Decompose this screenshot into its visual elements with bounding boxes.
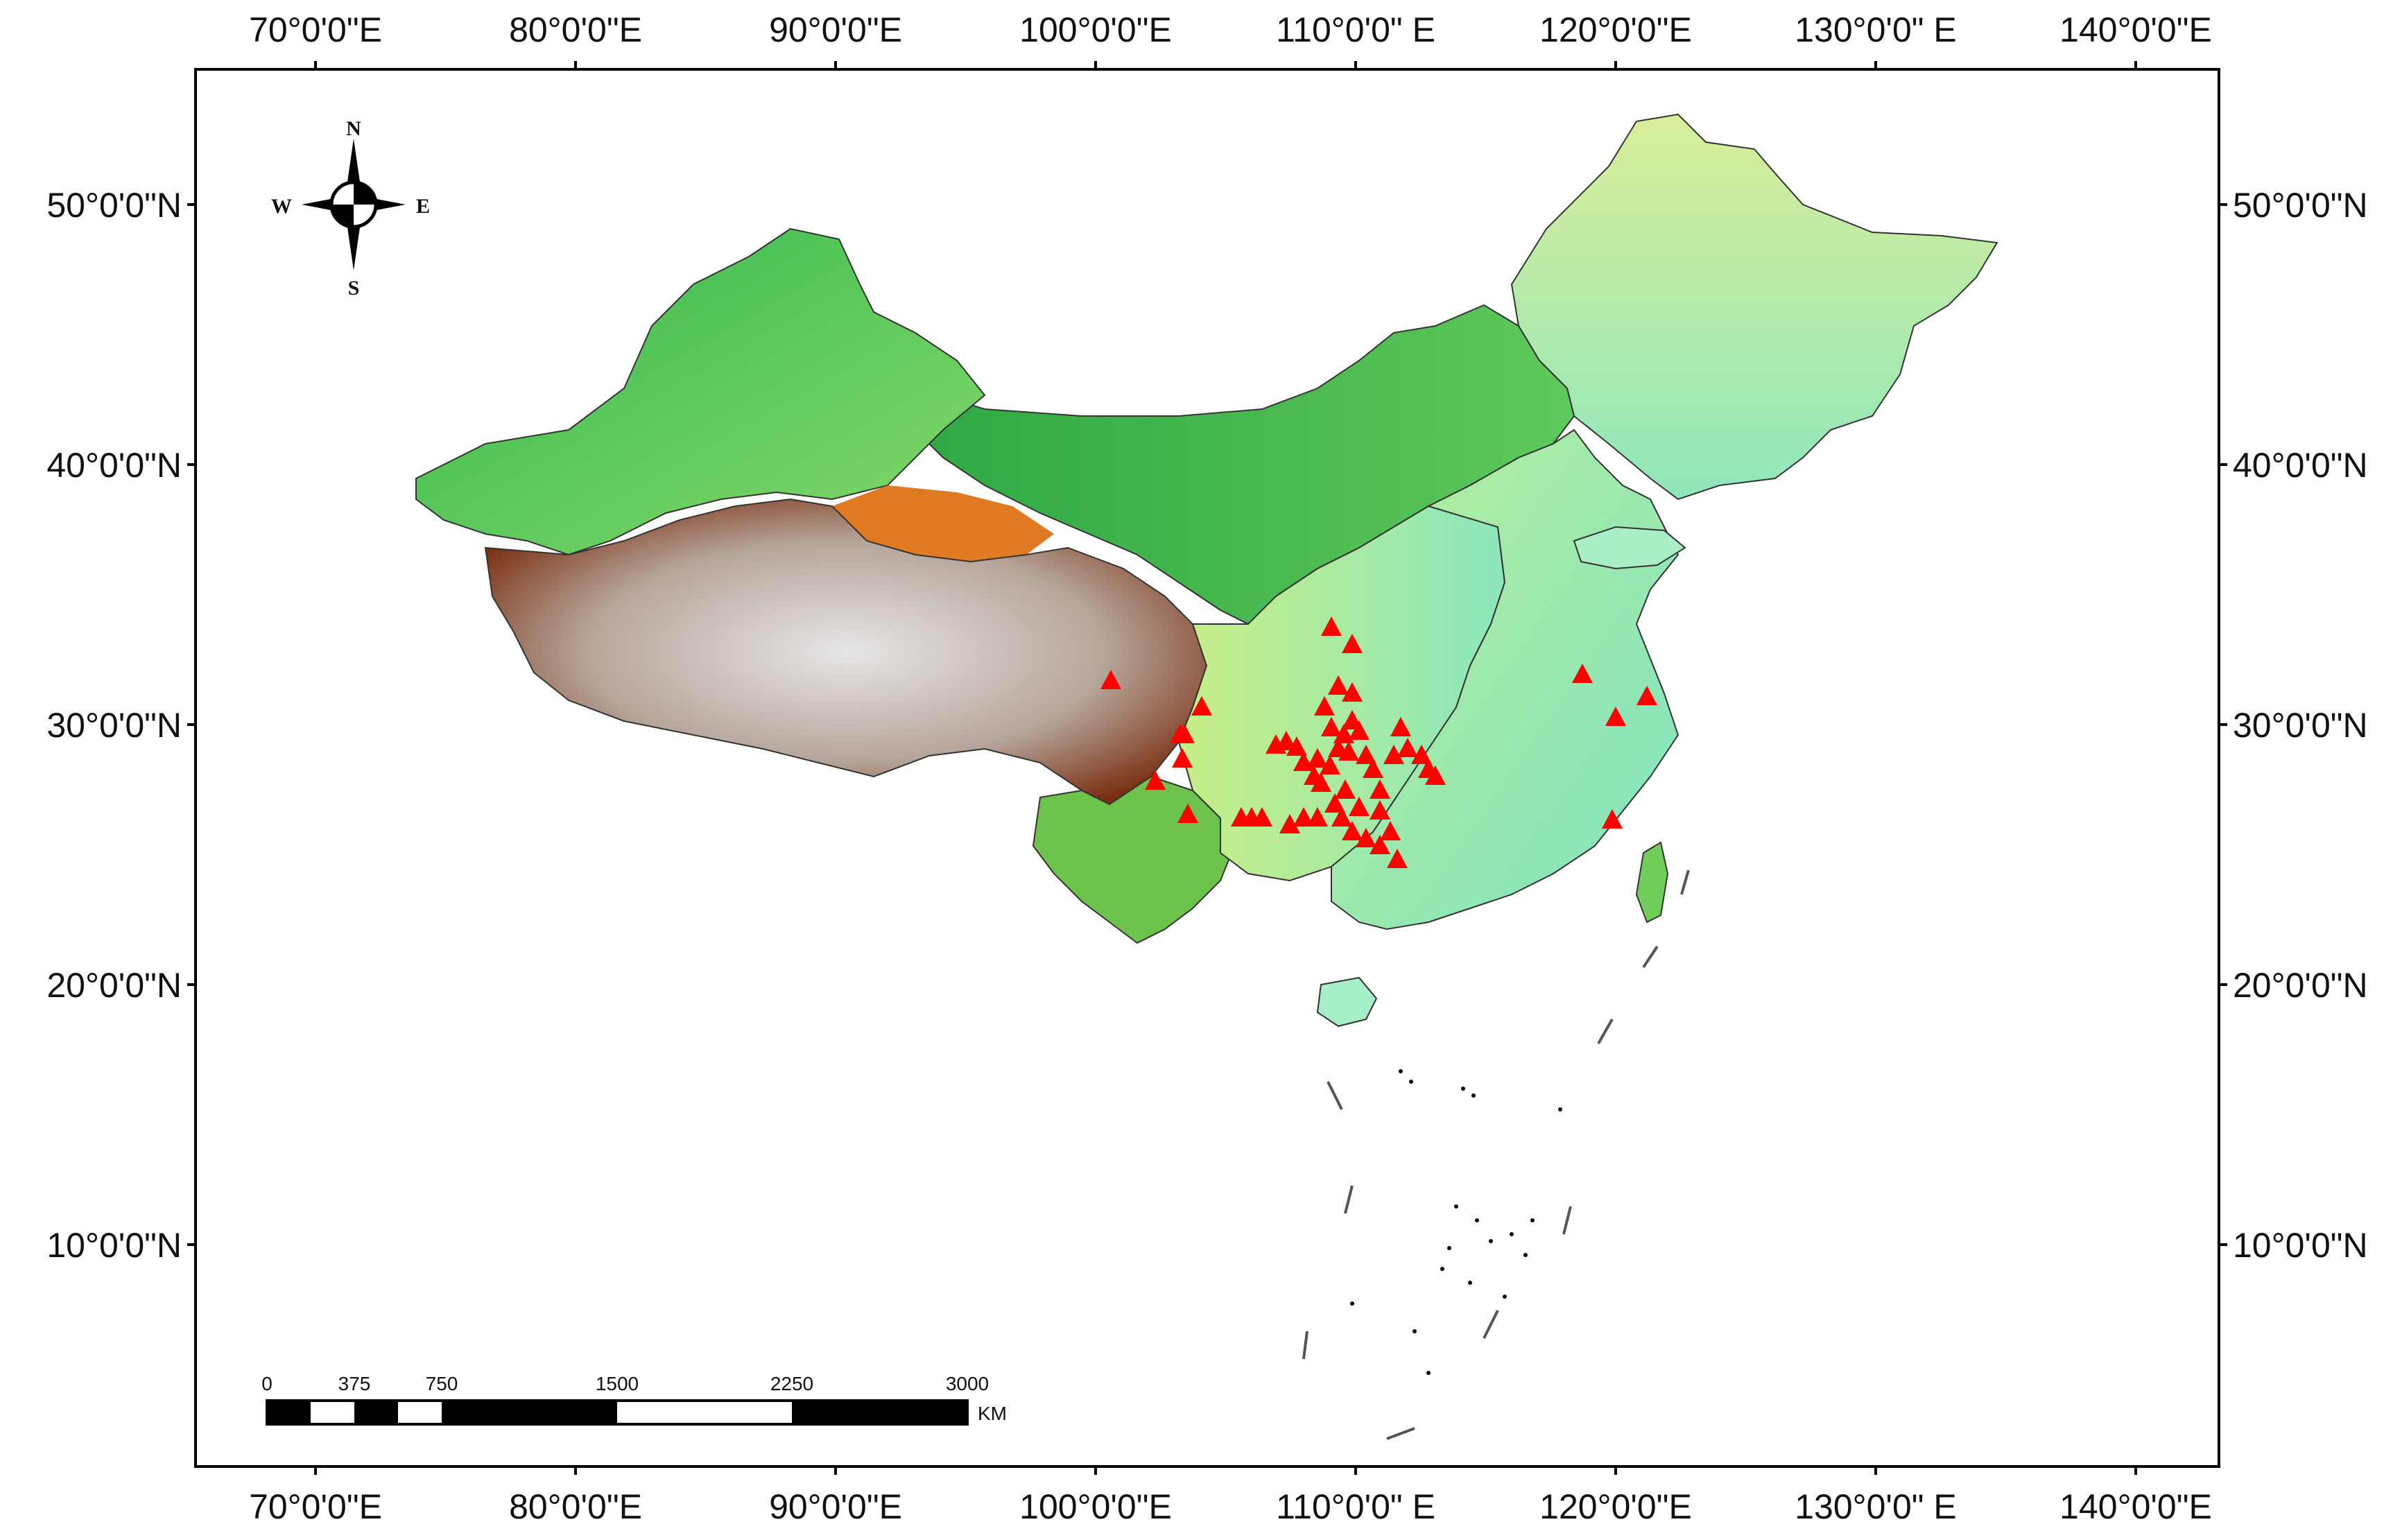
occurrence-marker [1602, 809, 1623, 829]
lon-label-top: 90°0'0"E [769, 10, 902, 49]
occurrence-marker [1172, 748, 1193, 768]
occurrence-marker [1356, 828, 1376, 847]
lat-label-right: 30°0'0"N [2233, 706, 2368, 745]
lat-label-right: 10°0'0"N [2233, 1226, 2368, 1265]
occurrence-marker [1321, 717, 1342, 736]
occurrence-marker [1320, 755, 1340, 775]
lon-label-bottom: 90°0'0"E [769, 1487, 902, 1526]
lon-label-top: 110°0'0" E [1276, 10, 1435, 49]
occurrence-marker [1342, 682, 1363, 702]
compass-w-label: W [271, 195, 292, 218]
occurrence-marker [1383, 745, 1404, 764]
scale-tick-label: 375 [338, 1373, 371, 1394]
scale-unit-label: KM [978, 1403, 1007, 1424]
lon-label-bottom: 110°0'0" E [1276, 1487, 1435, 1526]
compass-n-label: N [346, 117, 361, 140]
mainland-china [415, 113, 1998, 1028]
occurrence-marker [1636, 686, 1657, 705]
occurrence-marker [1191, 696, 1212, 716]
occurrence-marker [1231, 807, 1252, 827]
lat-label-left: 20°0'0"N [46, 966, 182, 1005]
lon-label-top: 130°0'0" E [1795, 10, 1957, 49]
occurrence-marker [1342, 821, 1363, 840]
lon-label-top: 120°0'0"E [1539, 10, 1692, 49]
occurrence-marker [1314, 696, 1335, 716]
qaidam-basin [832, 485, 1054, 562]
lon-label-bottom: 130°0'0" E [1795, 1487, 1957, 1526]
occurrence-marker [1321, 616, 1342, 636]
hainan-island [1316, 976, 1378, 1028]
scale-tick-label: 0 [261, 1373, 273, 1394]
occurrence-marker [1286, 736, 1307, 756]
occurrence-marker [1328, 675, 1349, 695]
occurrence-marker [1307, 748, 1328, 768]
scale-tick-label: 2250 [770, 1373, 813, 1394]
north-arrow: N S E W [271, 117, 430, 300]
lon-label-bottom: 120°0'0"E [1539, 1487, 1692, 1526]
occurrence-marker [1356, 745, 1376, 764]
occurrence-marker [1279, 814, 1300, 833]
occurrence-marker [1370, 835, 1390, 854]
compass-e-label: E [416, 195, 430, 218]
northeast-region [1510, 113, 1998, 501]
lon-label-bottom: 70°0'0"E [249, 1487, 382, 1526]
lat-label-left: 30°0'0"N [46, 706, 182, 745]
compass-s-label: S [348, 277, 360, 300]
lon-label-bottom: 100°0'0"E [1019, 1487, 1172, 1526]
occurrence-marker [1397, 738, 1418, 757]
occurrence-marker [1335, 779, 1356, 799]
occurrence-markers [1100, 616, 1657, 868]
occurrence-marker [1411, 745, 1432, 764]
occurrence-marker [1572, 664, 1593, 683]
occurrence-marker [1333, 724, 1354, 743]
scale-tick-label: 750 [426, 1373, 458, 1394]
occurrence-marker [1100, 670, 1121, 689]
lat-label-left: 10°0'0"N [46, 1226, 182, 1265]
occurrence-marker [1331, 807, 1352, 827]
taiwan-island [1635, 841, 1669, 924]
lat-label-right: 20°0'0"N [2233, 966, 2368, 1005]
occurrence-marker [1380, 821, 1401, 840]
shandong-peninsula [1573, 526, 1686, 570]
occurrence-marker [1425, 765, 1446, 785]
occurrence-marker [1370, 800, 1390, 820]
south-china-sea-islands [1302, 870, 1690, 1440]
scale-tick-label: 3000 [946, 1373, 989, 1394]
graticule-ticks: 70°0'0"E 70°0'0"E 80°0'0"E 80°0'0"E 90°0'0"E… [46, 10, 2367, 1526]
lon-label-top: 70°0'0"E [249, 10, 382, 49]
occurrence-marker [1349, 797, 1370, 816]
occurrence-marker [1311, 772, 1331, 792]
occurrence-marker [1338, 741, 1359, 761]
small-islands [1350, 1069, 1562, 1375]
lat-label-left: 40°0'0"N [46, 446, 182, 485]
lat-label-right: 50°0'0"N [2233, 186, 2368, 225]
lon-label-top: 80°0'0"E [509, 10, 642, 49]
occurrence-marker [1293, 807, 1314, 827]
occurrence-marker [1349, 720, 1370, 740]
occurrence-marker [1370, 779, 1390, 799]
occurrence-marker [1363, 759, 1383, 778]
occurrence-marker [1174, 724, 1195, 743]
occurrence-marker [1387, 849, 1408, 868]
occurrence-marker [1276, 731, 1297, 750]
occurrence-marker [1324, 793, 1345, 813]
lon-label-top: 100°0'0"E [1019, 10, 1172, 49]
occurrence-marker [1307, 807, 1328, 827]
occurrence-marker [1390, 717, 1411, 736]
occurrence-marker [1342, 634, 1363, 653]
lat-label-right: 40°0'0"N [2233, 446, 2368, 485]
lon-label-top: 140°0'0"E [2059, 10, 2212, 49]
xinjiang-region [415, 227, 986, 556]
lat-label-left: 50°0'0"N [46, 186, 182, 225]
occurrence-marker [1177, 804, 1198, 823]
occurrence-marker [1605, 707, 1626, 726]
scale-bar: 0 375 750 1500 2250 3000 KM [261, 1373, 1007, 1426]
occurrence-marker [1145, 770, 1166, 790]
lon-label-bottom: 80°0'0"E [509, 1487, 642, 1526]
lon-label-bottom: 140°0'0"E [2059, 1487, 2212, 1526]
scale-tick-label: 1500 [596, 1373, 639, 1394]
